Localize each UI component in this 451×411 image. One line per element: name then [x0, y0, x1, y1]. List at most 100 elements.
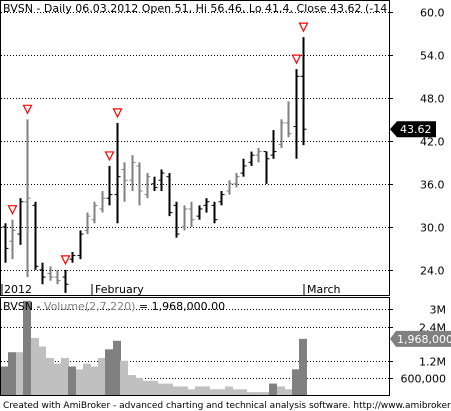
price-pane[interactable]: BVSN - Daily 06.03.2012 Open 51, Hi 56.4…: [0, 0, 390, 296]
x-label-2012: 2012: [4, 283, 32, 296]
price-bar: [255, 148, 262, 163]
volume-bar: [292, 369, 300, 395]
price-bar: [270, 130, 277, 159]
price-bar: [293, 69, 300, 159]
volume-bar: [187, 389, 195, 395]
volume-bar: [277, 386, 285, 395]
price-bar: [188, 201, 195, 227]
volume-bar: [16, 352, 24, 395]
price-bar: [121, 162, 128, 202]
sell-signal-marker: [112, 108, 123, 119]
volume-bar: [105, 349, 113, 395]
volume-bar: [113, 340, 121, 395]
volume-bar: [128, 375, 136, 395]
volume-pane-title: BVSN - Volume(2,7,220) = 1,968,000.00: [3, 300, 225, 313]
last-price-tag-bg: [390, 121, 436, 138]
volume-bar: [172, 386, 180, 395]
price-bar: [2, 223, 9, 263]
price-bar: [203, 198, 210, 213]
price-axis-label: 36.0: [420, 179, 445, 192]
volume-bar: [299, 338, 307, 395]
price-bar: [39, 262, 46, 285]
price-axis-label: 54.0: [420, 50, 445, 63]
volume-axis-label: 600,000: [401, 373, 447, 386]
volume-bar: [120, 360, 128, 395]
volume-bar: [195, 386, 203, 395]
sell-signal-marker: [291, 54, 302, 65]
price-bar: [285, 101, 292, 138]
signal-markers: [7, 22, 309, 266]
price-pane-frame: [0, 0, 390, 296]
price-bar: [278, 119, 285, 148]
price-bar: [136, 162, 143, 206]
sell-signal-marker: [60, 255, 71, 266]
price-bar: [129, 155, 136, 192]
x-label-march: March: [307, 283, 341, 296]
price-bar: [263, 151, 270, 184]
last-price-tag: 43.62: [390, 121, 436, 138]
volume-bar: [269, 383, 277, 395]
price-bar: [181, 205, 188, 231]
sell-signal-marker: [22, 104, 33, 115]
sell-signal-marker: [7, 205, 18, 216]
price-axis-label: 42.0: [420, 136, 445, 149]
volume-bar: [68, 366, 76, 395]
price-axis-label: 30.0: [420, 222, 445, 235]
volume-bar: [46, 357, 54, 395]
volume-bar: [8, 352, 16, 395]
price-bar: [226, 180, 233, 195]
price-bar: [106, 165, 113, 206]
price-bar: [114, 122, 121, 224]
volume-bar: [61, 357, 69, 395]
volume-bar: [165, 383, 173, 395]
volume-bar: [76, 369, 84, 395]
price-bar: [240, 158, 247, 177]
volume-bar: [180, 386, 188, 395]
price-bar: [54, 269, 61, 285]
volume-bar: [284, 389, 292, 395]
volume-bar: [217, 389, 225, 395]
volume-bar: [232, 389, 240, 395]
price-bar: [47, 266, 54, 281]
volume-pane[interactable]: BVSN - Volume(2,7,220) = 1,968,000.00: [0, 297, 390, 396]
last-volume-tag-bg: [390, 330, 451, 347]
volume-bar: [31, 337, 39, 395]
price-bar: [248, 151, 255, 166]
volume-bar: [53, 363, 61, 395]
x-label-february: February: [95, 283, 144, 296]
price-bar: [84, 212, 91, 235]
sell-signal-marker: [104, 151, 115, 162]
price-bar: [173, 201, 180, 238]
price-bar: [218, 191, 225, 206]
price-bar: [233, 173, 240, 188]
volume-bar: [143, 380, 151, 395]
volume-bar: [247, 392, 255, 395]
price-bar: [17, 198, 24, 245]
price-bar: [24, 119, 31, 278]
volume-bar: [210, 389, 218, 395]
volume-bar: [38, 346, 46, 395]
price-bar: [166, 173, 173, 217]
volume-title-indicator: Volume(2,7,220): [44, 300, 135, 313]
price-axis-label: 60.0: [420, 7, 445, 20]
volume-bar: [90, 366, 98, 395]
volume-pane-frame: [0, 297, 390, 396]
volume-bar: [157, 383, 165, 395]
x-axis: 2012 February March: [1, 283, 341, 296]
price-bar: [158, 169, 165, 192]
price-axis-label: 24.0: [420, 265, 445, 278]
last-price-tag-text: 43.62: [400, 123, 432, 136]
price-bar: [62, 269, 69, 293]
volume-bar: [1, 366, 9, 395]
price-bar: [91, 201, 98, 224]
footer-credit: Created with AmiBroker - advanced charti…: [3, 401, 451, 411]
price-bar: [144, 173, 151, 199]
price-bar: [151, 176, 158, 192]
price-bar: [196, 205, 203, 220]
volume-axis-label: 1.2M: [419, 356, 446, 369]
volume-bar: [98, 357, 106, 395]
volume-axis-label: 3M: [430, 304, 447, 317]
volume-bar: [262, 392, 270, 395]
